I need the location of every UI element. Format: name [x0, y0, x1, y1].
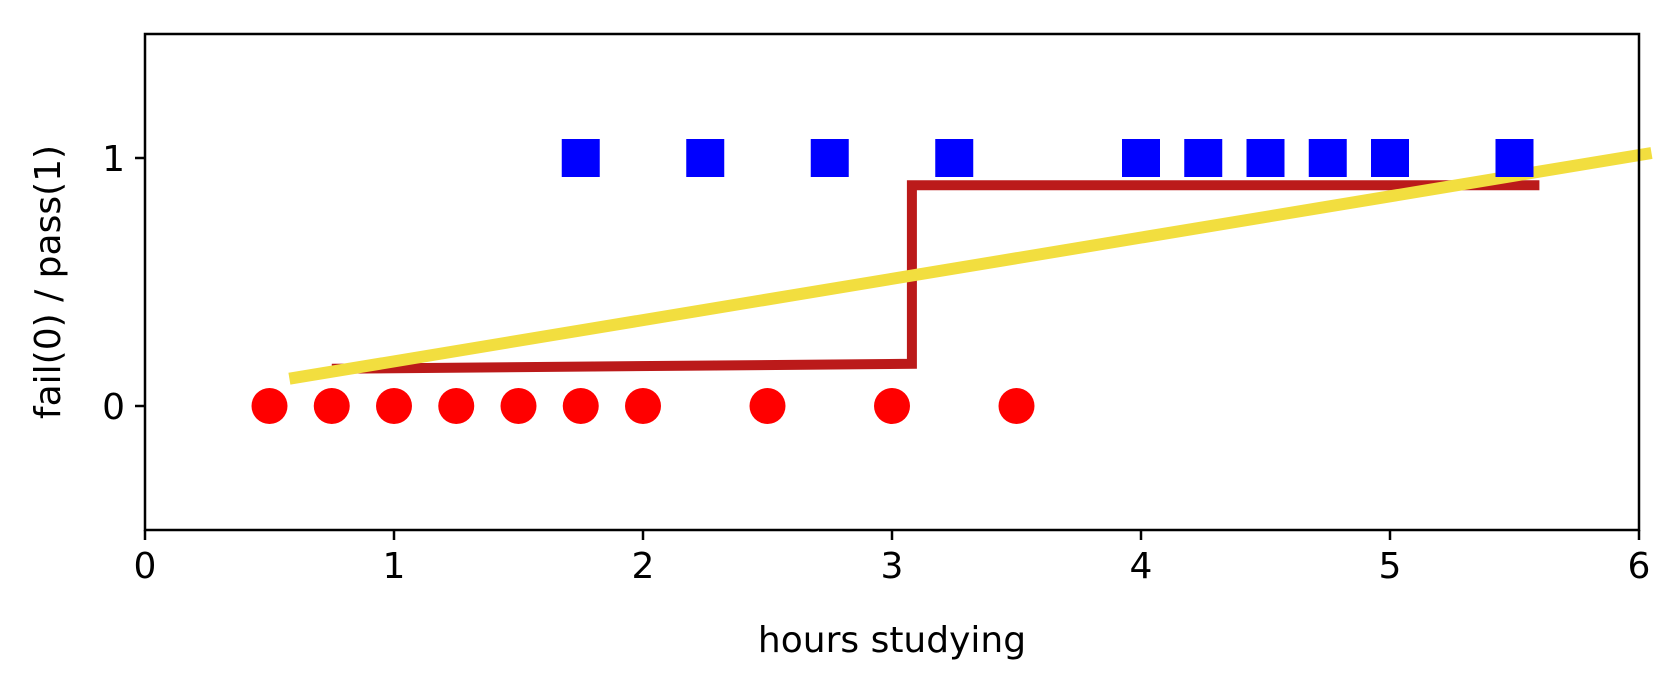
- point-circle: [313, 388, 350, 424]
- point-square: [1495, 139, 1534, 177]
- x-tick-label: 4: [1130, 546, 1153, 587]
- y-tick-label: 0: [102, 387, 125, 428]
- point-square: [810, 139, 849, 177]
- x-tick-label: 2: [632, 546, 655, 587]
- series-circles: [251, 388, 1035, 424]
- x-tick-label: 0: [134, 546, 157, 587]
- point-circle: [376, 388, 412, 424]
- point-square: [1308, 139, 1347, 177]
- point-square: [1184, 139, 1223, 177]
- point-circle: [874, 388, 910, 424]
- linear-fit-line: [288, 147, 1653, 385]
- x-tick-label: 1: [383, 546, 406, 587]
- x-tick-label: 6: [1628, 546, 1651, 587]
- point-square: [686, 139, 725, 177]
- point-circle: [438, 388, 475, 424]
- point-circle: [625, 388, 661, 424]
- y-axis-ticks: 01: [102, 139, 145, 428]
- point-circle: [998, 388, 1035, 424]
- point-square: [1246, 139, 1285, 177]
- point-square: [1371, 139, 1409, 177]
- x-axis-ticks: 0 1 2 3 4 5 6: [134, 530, 1651, 587]
- y-axis-label: fail(0) / pass(1): [28, 145, 69, 419]
- point-square: [561, 139, 600, 177]
- point-circle: [251, 388, 288, 424]
- x-tick-label: 3: [881, 546, 904, 587]
- point-circle: [562, 388, 599, 424]
- x-tick-label: 5: [1379, 546, 1402, 587]
- x-axis-label: hours studying: [758, 620, 1026, 661]
- series-squares: [561, 139, 1534, 177]
- point-circle: [500, 388, 537, 424]
- y-tick-label: 1: [102, 139, 125, 180]
- point-square: [935, 139, 974, 177]
- plot-marks: [251, 139, 1653, 424]
- point-circle: [749, 388, 786, 424]
- point-square: [1122, 139, 1160, 177]
